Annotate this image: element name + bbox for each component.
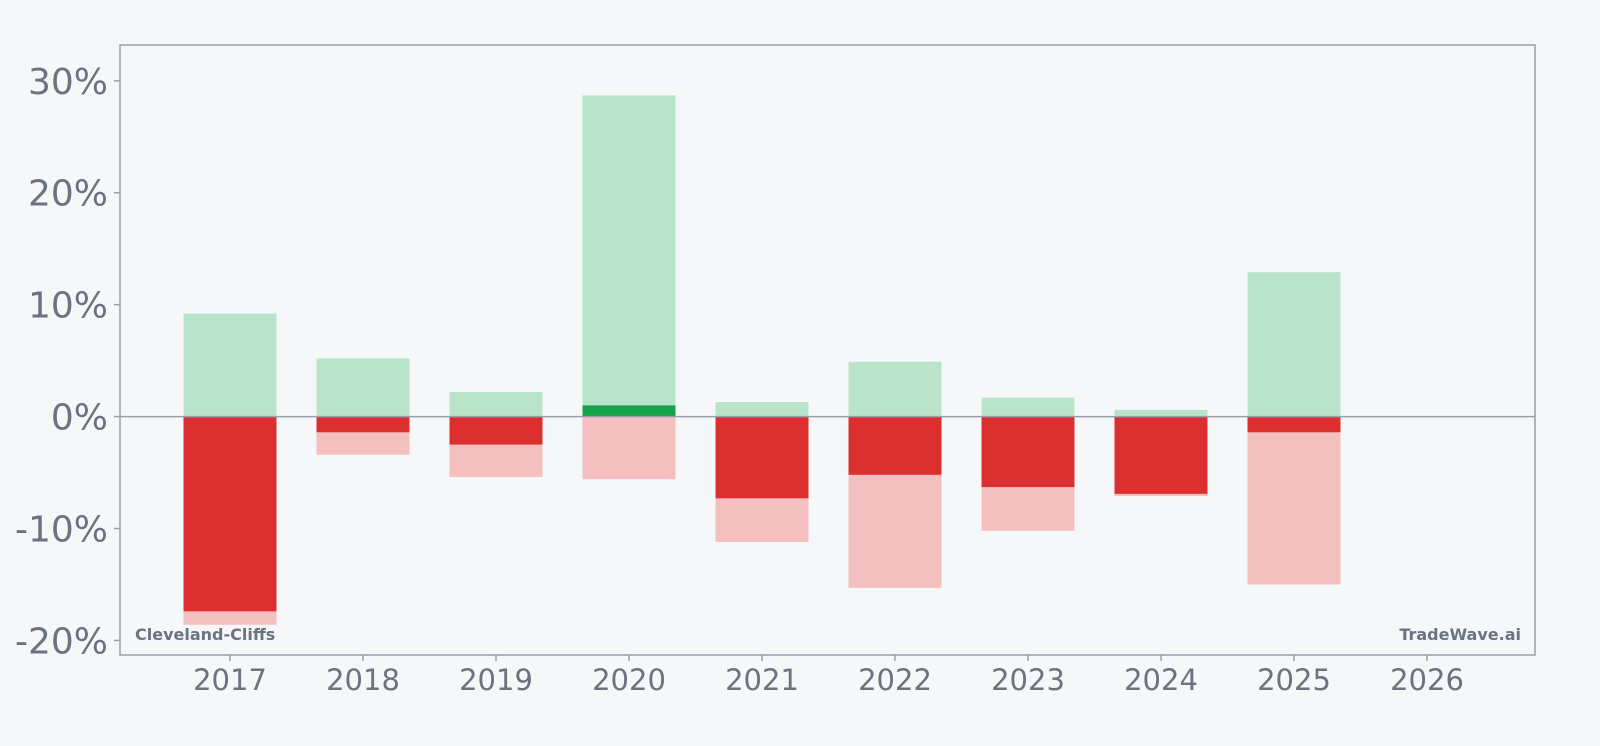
bar-range-high-2020 — [582, 95, 676, 417]
x-tick-label: 2024 — [1124, 663, 1198, 697]
x-tick-label: 2025 — [1257, 663, 1331, 697]
bar-annual-return-2022 — [848, 416, 942, 475]
bar-annual-return-2017 — [183, 416, 277, 612]
bar-annual-return-2025 — [1247, 416, 1341, 433]
bar-annual-return-2018 — [316, 416, 410, 433]
watermark-brand-label: TradeWave.ai — [1399, 625, 1521, 644]
x-axis: 2017 2018 2019 2020 2021 2022 2023 2024 2025 2026 — [193, 655, 1464, 697]
bar-annual-return-2021 — [715, 416, 809, 499]
bar-annual-return-2023 — [981, 416, 1075, 488]
bar-range-high-2025 — [1247, 272, 1341, 417]
bar-range-low-2025 — [1247, 416, 1341, 585]
bar-range-high-2017 — [183, 313, 277, 417]
y-tick-label: 10% — [28, 286, 108, 327]
bar-annual-return-2020 — [582, 405, 676, 417]
y-tick-label: 30% — [28, 62, 108, 103]
y-tick-label: -20% — [15, 621, 108, 662]
bar-range-high-2022 — [848, 361, 942, 417]
bars-layer — [183, 95, 1341, 625]
bar-range-high-2018 — [316, 358, 410, 417]
x-tick-label: 2022 — [858, 663, 932, 697]
bar-annual-return-2024 — [1114, 416, 1208, 494]
y-tick-label: 0% — [51, 398, 108, 439]
y-tick-label: 20% — [28, 174, 108, 215]
bar-annual-return-2019 — [449, 416, 543, 445]
x-tick-label: 2023 — [991, 663, 1065, 697]
x-tick-label: 2019 — [459, 663, 533, 697]
y-tick-label: -10% — [15, 510, 108, 551]
y-axis: -20% -10% 0% 10% 20% 30% — [15, 62, 120, 662]
x-tick-label: 2020 — [592, 663, 666, 697]
x-tick-label: 2017 — [193, 663, 267, 697]
x-tick-label: 2021 — [725, 663, 799, 697]
bar-range-high-2019 — [449, 391, 543, 417]
plot-frame — [119, 44, 1536, 656]
bar-range-low-2020 — [582, 416, 676, 480]
x-tick-label: 2026 — [1390, 663, 1464, 697]
x-tick-label: 2018 — [326, 663, 400, 697]
bar-range-high-2024 — [1114, 409, 1208, 417]
bar-range-high-2023 — [981, 397, 1075, 417]
bar-range-high-2021 — [715, 402, 809, 417]
watermark-ticker-label: Cleveland-Cliffs — [135, 625, 275, 644]
